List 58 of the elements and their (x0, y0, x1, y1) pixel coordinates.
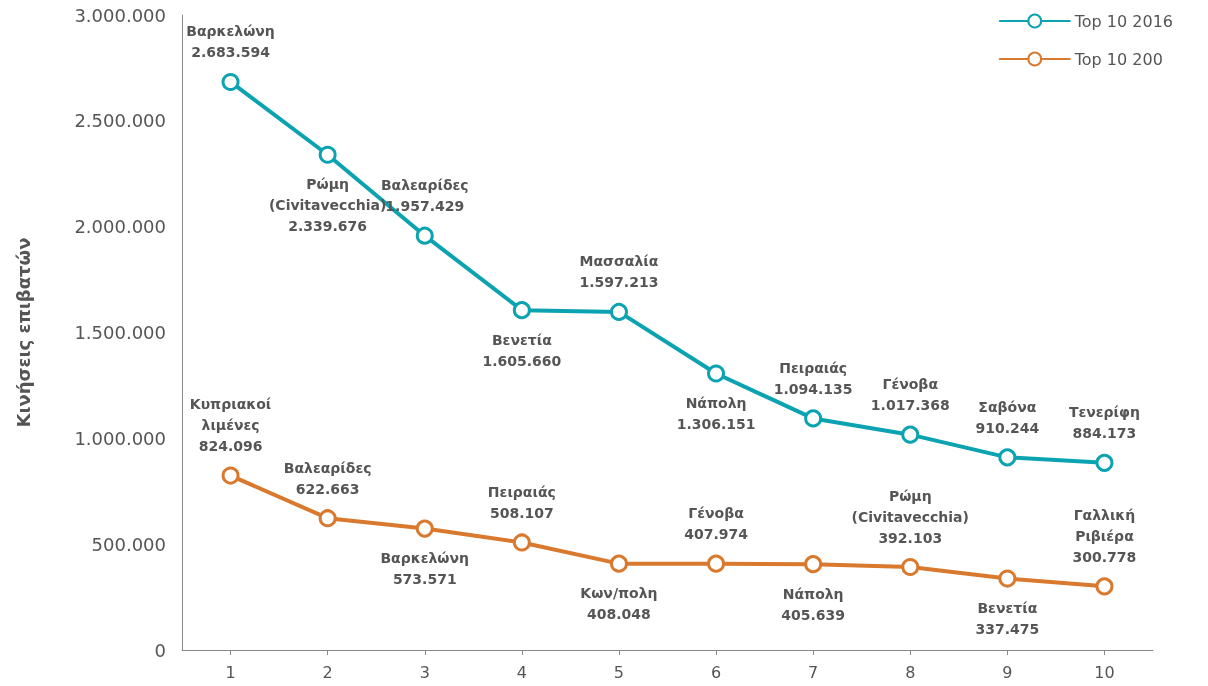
data-label: Ρώμη (Civitavecchia) 392.103 (851, 487, 969, 546)
point (512, 533, 531, 552)
data-label: Βαλεαρίδες 622.663 (283, 459, 372, 497)
data-label: Βενετία 1.605.660 (482, 331, 562, 369)
y-axis-title: Κινήσεις επιβατών (12, 237, 34, 428)
data-label: Βαρκελώνη 2.683.594 (186, 23, 275, 61)
point (901, 558, 920, 576)
point (221, 466, 240, 485)
point (512, 301, 531, 320)
point (998, 569, 1017, 588)
point (318, 509, 337, 528)
data-label: Πειραιάς 1.094.135 (773, 359, 853, 397)
point (804, 409, 823, 428)
point (707, 554, 726, 573)
y-tick-label: 2.000.000 (74, 216, 166, 238)
x-tick-label: 10 (1094, 662, 1115, 682)
data-label: Γαλλική Ριβιέρα 300.778 (1072, 506, 1137, 565)
point (1095, 453, 1114, 472)
point (318, 145, 337, 164)
point (1095, 577, 1114, 596)
data-label: Πειραιάς 508.107 (487, 483, 556, 521)
point (415, 226, 434, 245)
point (609, 554, 628, 573)
data-label: Βενετία 337.475 (975, 600, 1040, 638)
data-label: Βαρκελώνη 573.571 (380, 550, 470, 588)
point (415, 519, 434, 538)
point (707, 364, 726, 383)
x-tick-label: 4 (516, 662, 527, 682)
legend-label: Top 10 200 (1073, 49, 1163, 69)
point (221, 72, 240, 91)
data-label: Νάπολη 405.639 (781, 585, 846, 623)
y-tick-label: 0 (154, 639, 166, 661)
data-label: Γένοβα 407.974 (684, 505, 749, 543)
x-tick-label: 6 (710, 662, 722, 682)
point (804, 555, 823, 574)
x-tick-label: 7 (808, 662, 819, 682)
data-label: Τενερίφη 884.173 (1068, 404, 1140, 442)
data-label: Σαβόνα 910.244 (975, 398, 1040, 436)
y-tick-label: 500.000 (91, 533, 166, 555)
x-tick-label: 2 (322, 662, 333, 682)
point (998, 448, 1017, 467)
x-tick-label: 3 (419, 662, 430, 682)
legend-label: Top 10 2016 (1073, 11, 1173, 31)
y-tick-label: 2.500.000 (74, 110, 166, 132)
data-label: Κυπριακοί λιμένες 824.096 (189, 396, 272, 455)
point (901, 425, 920, 444)
y-tick-label: 1.000.000 (74, 427, 166, 449)
x-tick-label: 5 (613, 662, 625, 682)
data-label: Κων/πολη 408.048 (580, 585, 658, 623)
data-label: Γένοβα 1.017.368 (870, 376, 950, 414)
point (609, 302, 628, 321)
x-tick-label: 8 (905, 662, 916, 682)
data-label: Νάπολη 1.306.151 (676, 395, 756, 433)
data-label: Μασσαλία 1.597.213 (579, 253, 659, 291)
y-tick-label: 1.500.000 (74, 322, 166, 343)
x-tick-label: 9 (1002, 662, 1013, 682)
x-tick-label: 1 (225, 662, 236, 682)
y-tick-label: 3.000.000 (74, 4, 166, 26)
